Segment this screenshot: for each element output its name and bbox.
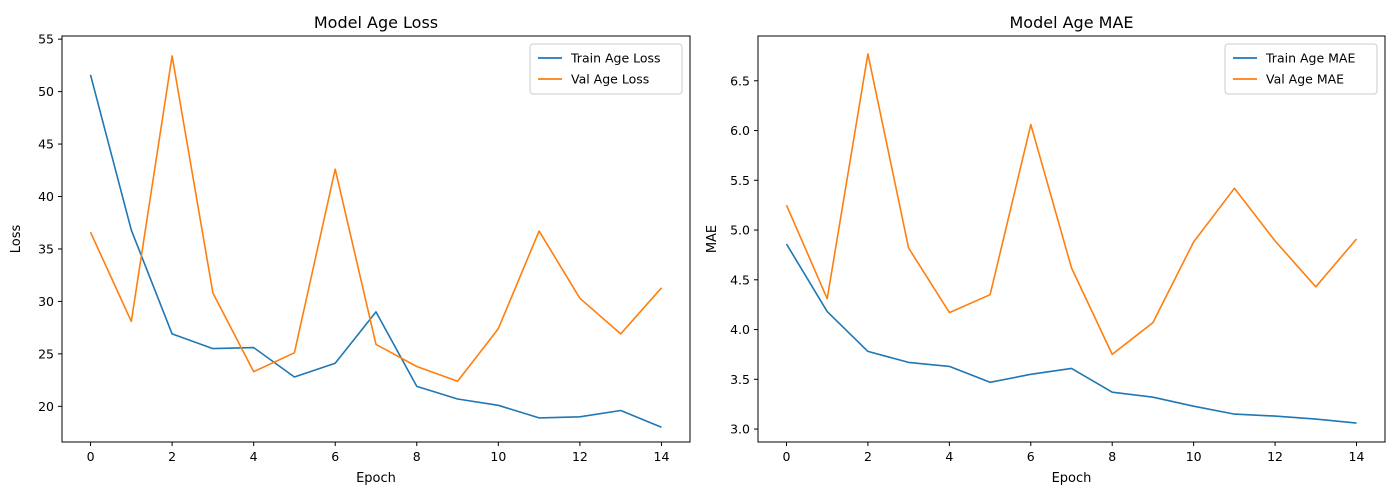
x-tick-label: 0	[87, 449, 95, 464]
x-tick-label: 4	[945, 449, 953, 464]
series-line-val-age-mae	[785, 53, 1358, 356]
legend-box	[529, 43, 683, 95]
y-tick-label: 35	[38, 241, 54, 256]
legend: Train Age Loss Val Age Loss	[529, 43, 683, 95]
series-line-val-age-loss	[89, 55, 663, 383]
legend-label: Val Age MAE	[1266, 72, 1344, 87]
x-tick-label: 2	[168, 449, 176, 464]
x-tick-label: 8	[413, 449, 421, 464]
x-tick-label: 8	[1108, 449, 1116, 464]
x-tick-label: 0	[783, 449, 791, 464]
x-tick-label: 14	[654, 449, 670, 464]
x-tick-label: 6	[331, 449, 339, 464]
y-tick-label: 5.0	[730, 223, 750, 238]
x-tick-label: 12	[1267, 449, 1283, 464]
x-tick-label: 14	[1349, 449, 1365, 464]
y-tick-label: 3.0	[730, 422, 750, 437]
y-tick-label: 5.5	[730, 173, 750, 188]
x-tick-label: 10	[490, 449, 506, 464]
chart-title: Model Age Loss	[314, 13, 438, 32]
plot-frame	[61, 35, 691, 443]
y-axis-label: MAE	[705, 225, 720, 253]
legend-label: Train Age MAE	[1265, 51, 1355, 66]
legend: Train Age MAE Val Age MAE	[1224, 43, 1378, 95]
y-tick-label: 55	[38, 32, 54, 47]
y-tick-label: 6.5	[730, 73, 750, 88]
series-line-train-age-loss	[89, 74, 662, 429]
y-tick-label: 6.0	[730, 123, 750, 138]
y-axis-label: Loss	[9, 225, 24, 254]
x-tick-label: 4	[250, 449, 258, 464]
y-tick-label: 25	[38, 346, 54, 361]
x-tick-label: 10	[1186, 449, 1202, 464]
y-tick-label: 4.0	[730, 322, 750, 337]
y-tick-label: 4.5	[730, 272, 750, 287]
y-tick-label: 20	[38, 399, 54, 414]
chart-panel-mae: Model Age MAE 0 2 4 6 8 10 12 14 3.0 3.5 4.0 4.5 5.0 5…	[705, 13, 1386, 486]
series-line-train-age-mae	[785, 243, 1357, 424]
legend-label: Train Age Loss	[570, 51, 661, 66]
x-axis-label: Epoch	[1052, 471, 1092, 486]
y-tick-label: 50	[38, 84, 54, 99]
chart-title: Model Age MAE	[1009, 13, 1133, 32]
x-axis-label: Epoch	[356, 471, 396, 486]
y-tick-label: 3.5	[730, 372, 750, 387]
y-tick-label: 30	[38, 294, 54, 309]
x-tick-label: 2	[864, 449, 872, 464]
y-tick-label: 45	[38, 137, 54, 152]
y-tick-label: 40	[38, 189, 54, 204]
legend-label: Val Age Loss	[571, 72, 649, 87]
plot-frame	[757, 35, 1386, 443]
x-tick-label: 6	[1027, 449, 1035, 464]
x-tick-label: 12	[572, 449, 588, 464]
legend-box	[1224, 43, 1378, 95]
chart-panel-loss: Model Age Loss 0 2 4 6 8 10 12 14 20 25 30 35 40 45 50 5…	[9, 13, 691, 486]
